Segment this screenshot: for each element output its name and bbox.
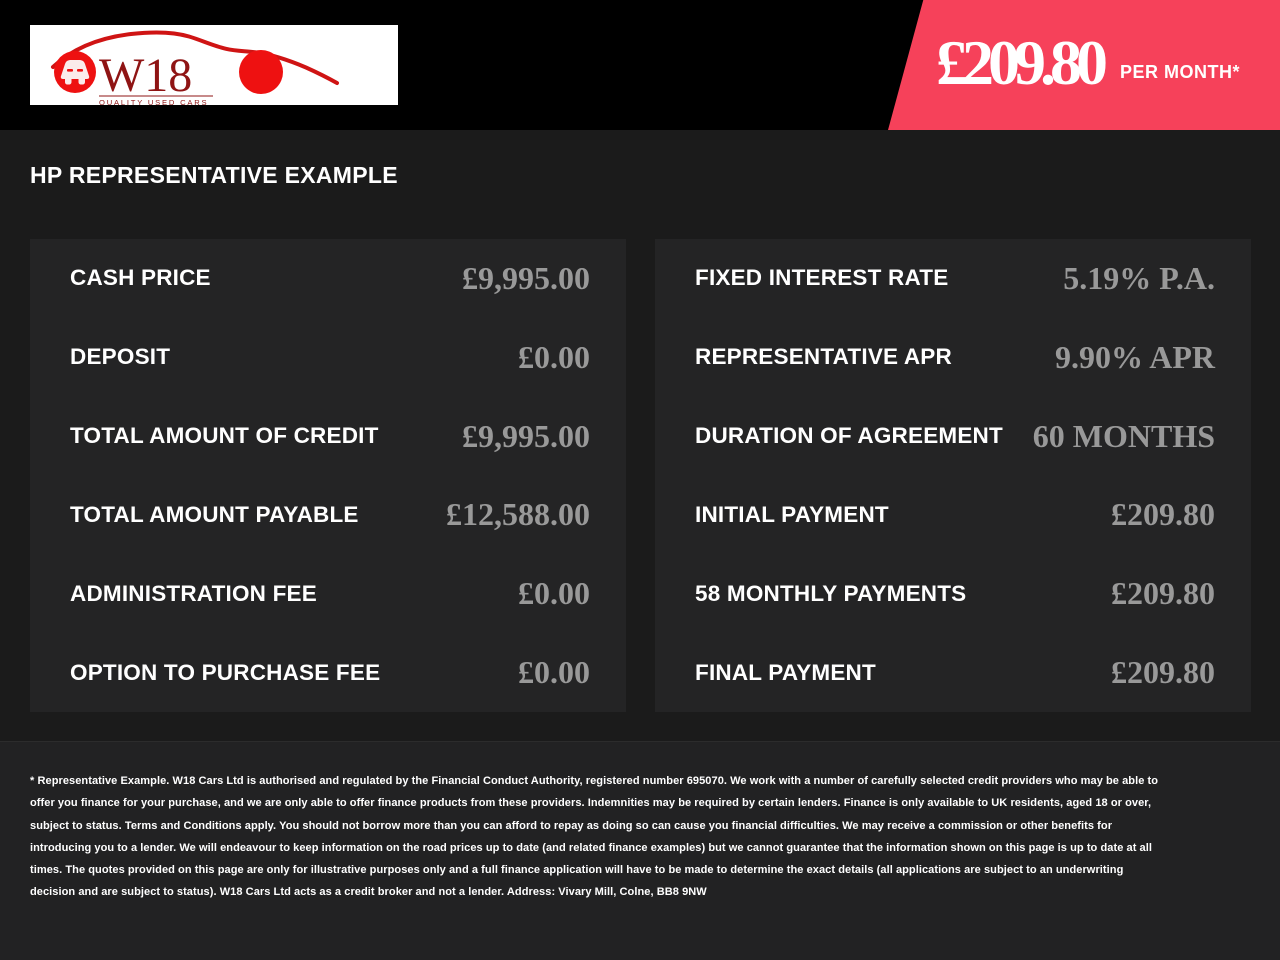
svg-text:QUALITY USED CARS: QUALITY USED CARS — [99, 98, 208, 105]
svg-text:W18: W18 — [99, 49, 192, 102]
